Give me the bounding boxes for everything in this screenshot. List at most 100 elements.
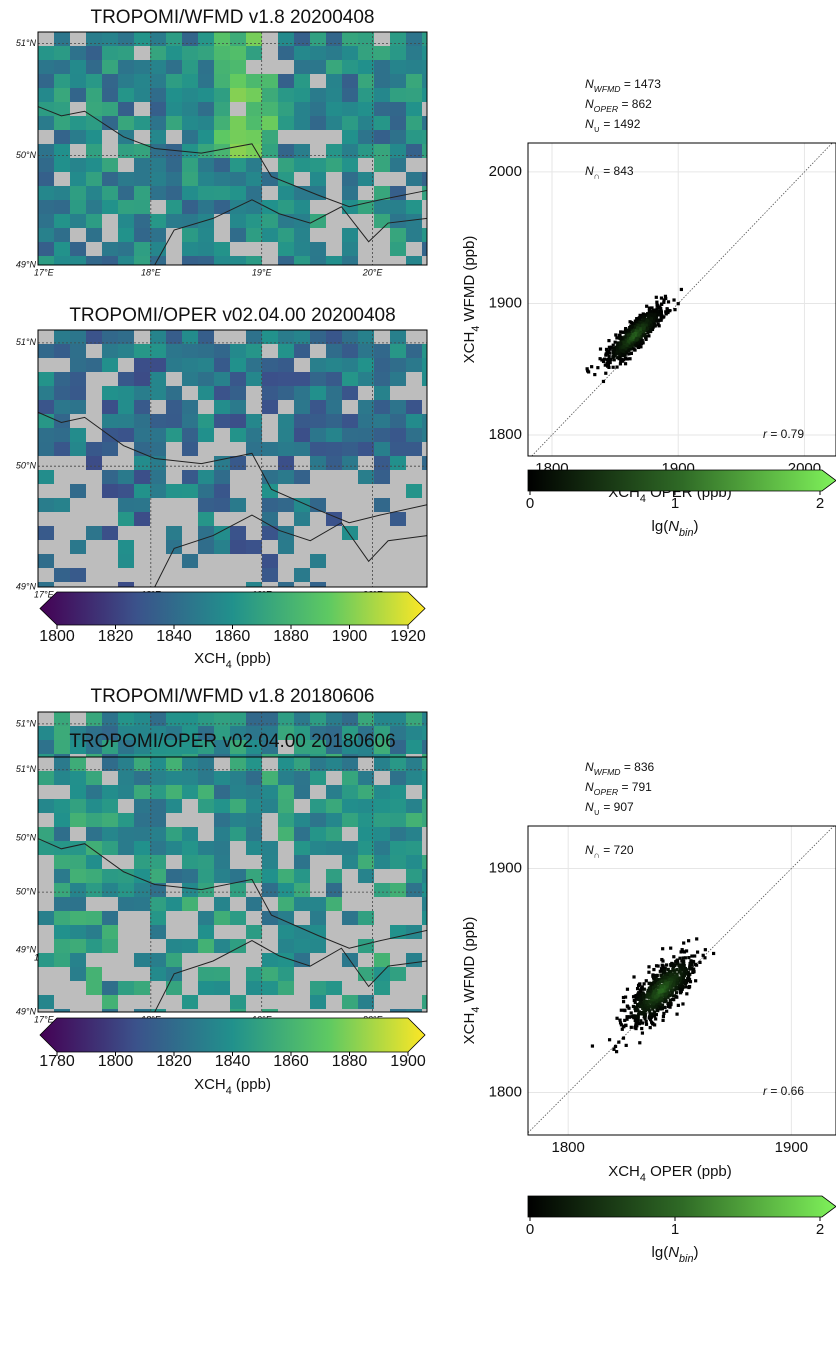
density-bin (644, 334, 648, 338)
map-pixel (310, 757, 326, 771)
map-pixel (86, 939, 102, 953)
density-bin (678, 979, 682, 983)
map-pixel (150, 757, 166, 771)
map-pixel (198, 869, 214, 883)
density-bin (711, 951, 716, 956)
density-bin (647, 965, 651, 969)
colorbar-bar (527, 469, 836, 492)
map-pixel (70, 330, 86, 344)
map-pixel (310, 358, 326, 372)
map-pixel (102, 172, 118, 186)
density-bin (673, 963, 677, 967)
map-pixel (214, 498, 230, 512)
map-pixel (406, 400, 422, 414)
map-pixel (262, 130, 278, 144)
map-pixel (70, 855, 86, 869)
map-pixel (390, 330, 406, 344)
map-pixel (358, 130, 374, 144)
map-pixel (198, 358, 214, 372)
map-pixel (294, 32, 310, 46)
colorbar-tick-label: 1920 (390, 628, 426, 645)
density-bin (662, 1011, 666, 1015)
map-pixel (86, 46, 102, 60)
map-pixel (326, 785, 342, 799)
map-pixel (38, 144, 54, 158)
map-pixel (150, 911, 166, 925)
map-pixel (390, 512, 406, 526)
map-pixel (262, 1009, 278, 1012)
map-pixel (422, 785, 427, 799)
map-pixel (358, 60, 374, 74)
density-bin (681, 1002, 685, 1006)
map-pixel (262, 712, 278, 726)
density-bin (668, 1001, 672, 1005)
map-pixel (262, 967, 278, 981)
map-pixel (374, 470, 390, 484)
text: = 1492 (600, 117, 641, 131)
map-pixel (198, 726, 214, 740)
map-pixel (150, 712, 166, 726)
map-pixel (86, 813, 102, 827)
map-pixel (118, 400, 134, 414)
map-pixel (374, 967, 390, 981)
map-pixel (118, 60, 134, 74)
density-bin (638, 318, 642, 322)
map-pixel (278, 498, 294, 512)
map-pixel (246, 158, 262, 172)
sub: ∩ (594, 171, 600, 181)
map-pixel (326, 442, 342, 456)
map-pixel (214, 130, 230, 144)
map-pixel (134, 442, 150, 456)
density-bin (638, 316, 642, 320)
map-pixel (134, 484, 150, 498)
map-pixel (230, 400, 246, 414)
map-pixel (294, 242, 310, 256)
map-pixel (422, 172, 427, 186)
density-bin (604, 352, 608, 356)
map-pixel (102, 60, 118, 74)
map-pixel (198, 785, 214, 799)
map-pixel (390, 883, 406, 897)
map-pixel (134, 512, 150, 526)
density-bin (639, 320, 643, 325)
map-pixel (54, 158, 70, 172)
density-bin (647, 310, 652, 315)
map-pixel (374, 46, 390, 60)
density-bin (663, 989, 667, 993)
density-bin (665, 972, 670, 976)
map-pixel (278, 172, 294, 186)
sub: ∩ (594, 850, 600, 860)
sub: OPER (594, 787, 618, 797)
map-pixel (310, 256, 326, 265)
map-pixel (86, 60, 102, 74)
density-bin (675, 977, 680, 982)
map-pixel (422, 740, 427, 754)
sub: ∪ (594, 124, 600, 134)
density-bin (678, 956, 682, 960)
map-pixel (38, 214, 54, 228)
map-pixel (166, 46, 182, 60)
density-bin (611, 354, 615, 358)
map-pixel (262, 568, 278, 582)
density-bin (677, 969, 682, 974)
density-bin (654, 315, 658, 319)
density-bin (643, 1017, 647, 1021)
density-bin (687, 975, 691, 979)
density-bin (647, 334, 651, 338)
map-pixel (278, 158, 294, 172)
text: = 0.79 (767, 427, 804, 441)
map-pixel (358, 116, 374, 130)
map-pixel (342, 116, 358, 130)
map-pixel (70, 200, 86, 214)
density-bin (642, 1010, 646, 1014)
map-pixel (198, 256, 214, 265)
map-title: TROPOMI/OPER v02.04.00 20200408 (69, 305, 395, 326)
map-pixel (102, 712, 118, 726)
map-pixel (358, 939, 374, 953)
map-pixel (390, 228, 406, 242)
density-bin (590, 365, 594, 369)
density-bin (660, 963, 664, 967)
density-bin (598, 347, 603, 351)
density-bin (673, 979, 677, 983)
density-bin (684, 985, 688, 989)
